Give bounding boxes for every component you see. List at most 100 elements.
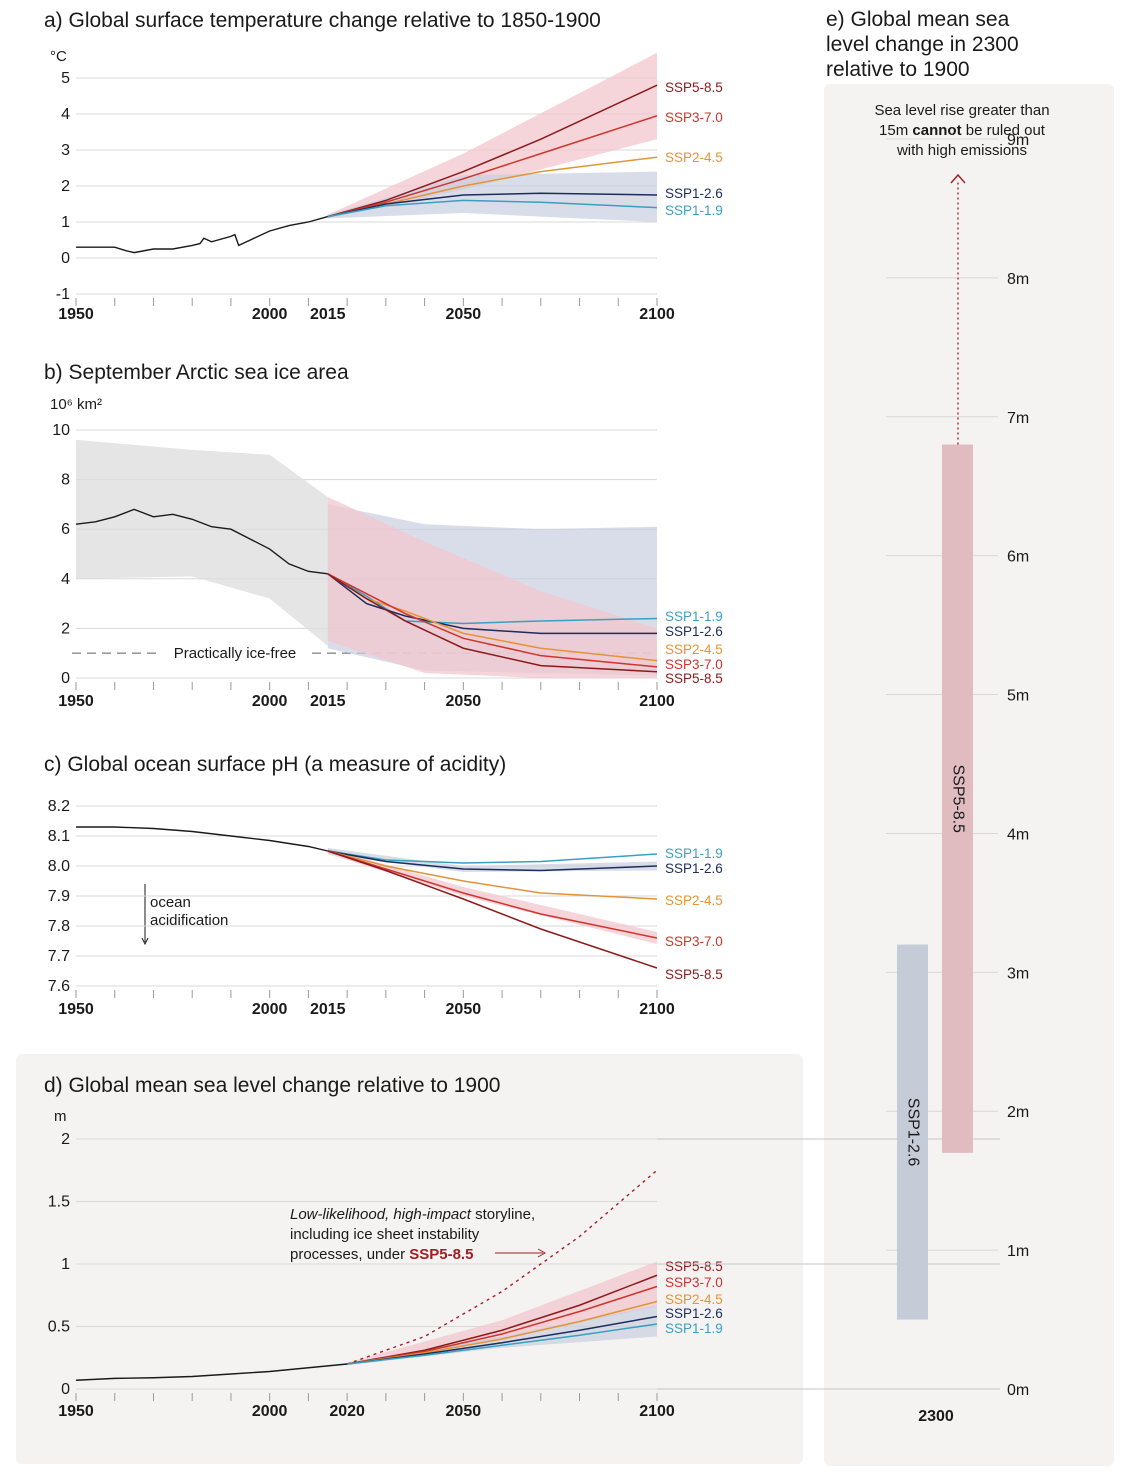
series-line-ssp5-8-5 xyxy=(347,1274,658,1365)
x-tick-label: 2015 xyxy=(310,693,346,710)
series-label-ssp1-2-6: SSP1-2.6 xyxy=(665,624,723,639)
y-tick-label: 0 xyxy=(61,250,70,267)
y-tick-label: 8.1 xyxy=(48,828,70,845)
acidification-arrowhead xyxy=(141,937,149,946)
series-label-ssp1-2-6: SSP1-2.6 xyxy=(665,1306,723,1321)
series-line-ssp2-4-5 xyxy=(327,850,658,900)
storyline-italic: Low-likelihood, high-impact xyxy=(290,1206,472,1223)
y-tick-label: 2 xyxy=(61,1131,70,1148)
series-line-ssp5-8-5 xyxy=(327,84,658,218)
y-tick-label: 6 xyxy=(61,521,70,538)
y-tick-label: 0 xyxy=(61,670,70,687)
panel-d-background xyxy=(16,1054,803,1464)
x-tick-label: 2100 xyxy=(639,1403,675,1420)
x-tick-label: 2050 xyxy=(446,306,482,323)
y-tick-label: 7.8 xyxy=(48,918,70,935)
series-label-ssp3-7-0: SSP3-7.0 xyxy=(665,110,723,125)
series-line-ssp1-2-6 xyxy=(327,850,658,872)
panel-c-plot: 7.6 7.7 7.8 7.9 8.0 8.1 8.2 1950 2000 2015 2050 210… xyxy=(48,798,723,1018)
series-label-ssp2-4-5: SSP2-4.5 xyxy=(665,1292,723,1307)
series-line-ssp5-8-5 xyxy=(327,850,658,969)
high-emissions-arrowhead xyxy=(950,173,966,184)
y-tick-label: 8m xyxy=(1007,271,1029,288)
storyline-line1: Low-likelihood, high-impact storyline, xyxy=(290,1206,535,1223)
panel-d-unit: m xyxy=(54,1108,67,1125)
series-label-ssp1-1-9: SSP1-1.9 xyxy=(665,1321,723,1336)
y-tick-label: 4m xyxy=(1007,826,1029,843)
y-tick-label: 5 xyxy=(61,70,70,87)
y-tick-label: 1.5 xyxy=(48,1194,70,1211)
x-tick-label: 2050 xyxy=(446,1403,482,1420)
range-bar-label-ssp1-2-6: SSP1-2.6 xyxy=(904,1098,921,1167)
x-tick-label: 2015 xyxy=(310,306,346,323)
series-line-ssp5-8-5 xyxy=(327,573,658,673)
y-tick-label: 10 xyxy=(52,422,70,439)
y-tick-label: 1 xyxy=(61,1256,70,1273)
x-tick-label: 1950 xyxy=(58,693,94,710)
range-bar-label-ssp5-8-5: SSP5-8.5 xyxy=(949,764,966,833)
x-tick-label: 2020 xyxy=(329,1403,365,1420)
panel-e-note-line3: with high emissions xyxy=(896,142,1027,159)
series-line-ssp2-4-5 xyxy=(347,1300,658,1365)
panel-e-title-line2: level change in 2300 xyxy=(826,33,1019,56)
panel-e-title-line1: e) Global mean sea xyxy=(826,8,1010,31)
y-tick-label: 1 xyxy=(61,214,70,231)
panel-b-title: b) September Arctic sea ice area xyxy=(44,361,349,384)
series-label-ssp3-7-0: SSP3-7.0 xyxy=(665,934,723,949)
y-tick-label: 8.0 xyxy=(48,858,70,875)
historical-line xyxy=(76,826,328,852)
series-label-ssp1-1-9: SSP1-1.9 xyxy=(665,846,723,861)
y-tick-label: 7.7 xyxy=(48,948,70,965)
series-label-ssp1-1-9: SSP1-1.9 xyxy=(665,203,723,218)
uncertainty-band-historical xyxy=(76,439,328,646)
series-label-ssp5-8-5: SSP5-8.5 xyxy=(665,967,723,982)
series-label-ssp2-4-5: SSP2-4.5 xyxy=(665,642,723,657)
storyline-pointer-head xyxy=(537,1248,547,1258)
x-tick-label: 2000 xyxy=(252,1001,288,1018)
y-tick-label: 8 xyxy=(61,472,70,489)
y-tick-label: -1 xyxy=(56,286,70,303)
uncertainty-band-ssp1-2-6 xyxy=(327,848,657,872)
panel-e-note-line1: Sea level rise greater than xyxy=(874,102,1049,119)
y-tick-label: 2 xyxy=(61,178,70,195)
series-line-ssp3-7-0 xyxy=(327,115,658,218)
y-tick-label: 1m xyxy=(1007,1243,1029,1260)
y-tick-label: 7m xyxy=(1007,410,1029,427)
series-line-ssp1-2-6 xyxy=(347,1315,658,1365)
y-tick-label: 0m xyxy=(1007,1382,1029,1399)
x-tick-label: 1950 xyxy=(58,1001,94,1018)
y-tick-label: 2m xyxy=(1007,1104,1029,1121)
panel-b-plot: 0 2 4 6 8 10 1950 2000 2015 2050 2100 Practically i… xyxy=(52,422,723,710)
series-label-ssp1-2-6: SSP1-2.6 xyxy=(665,186,723,201)
y-tick-label: 3 xyxy=(61,142,70,159)
uncertainty-band-ssp1-2-6 xyxy=(327,171,657,222)
panel-c-title: c) Global ocean surface pH (a measure of… xyxy=(44,753,506,776)
y-tick-label: 4 xyxy=(61,571,70,588)
y-tick-label: 7.9 xyxy=(48,888,70,905)
y-tick-label: 4 xyxy=(61,106,70,123)
series-line-ssp3-7-0 xyxy=(327,850,658,939)
series-label-ssp1-1-9: SSP1-1.9 xyxy=(665,609,723,624)
historical-line xyxy=(75,508,328,575)
series-label-ssp5-8-5: SSP5-8.5 xyxy=(665,1259,723,1274)
panel-a-title: a) Global surface temperature change rel… xyxy=(44,9,601,32)
series-line-ssp3-7-0 xyxy=(347,1285,658,1365)
x-tick-label: 2100 xyxy=(639,306,675,323)
x-tick-label: 2000 xyxy=(252,306,288,323)
x-tick-label: 2015 xyxy=(310,1001,346,1018)
panel-e-note-line2: 15m cannot be ruled out xyxy=(879,122,1046,139)
storyline-line3-text: processes, under xyxy=(290,1246,409,1263)
series-label-ssp5-8-5: SSP5-8.5 xyxy=(665,80,723,95)
series-line-ssp1-1-9 xyxy=(327,199,658,218)
panel-a-unit: °C xyxy=(50,48,67,65)
uncertainty-band-ssp5-8-5 xyxy=(347,1261,657,1366)
panel-b-unit: 10⁶ km² xyxy=(50,396,102,413)
historical-line xyxy=(76,215,328,254)
series-label-ssp5-8-5: SSP5-8.5 xyxy=(665,671,723,686)
acidification-label-line2: acidification xyxy=(150,912,228,929)
series-label-ssp3-7-0: SSP3-7.0 xyxy=(665,1275,723,1290)
x-tick-label: 1950 xyxy=(58,1403,94,1420)
x-tick-label: 2300 xyxy=(918,1408,954,1425)
y-tick-label: 9m xyxy=(1007,132,1029,149)
